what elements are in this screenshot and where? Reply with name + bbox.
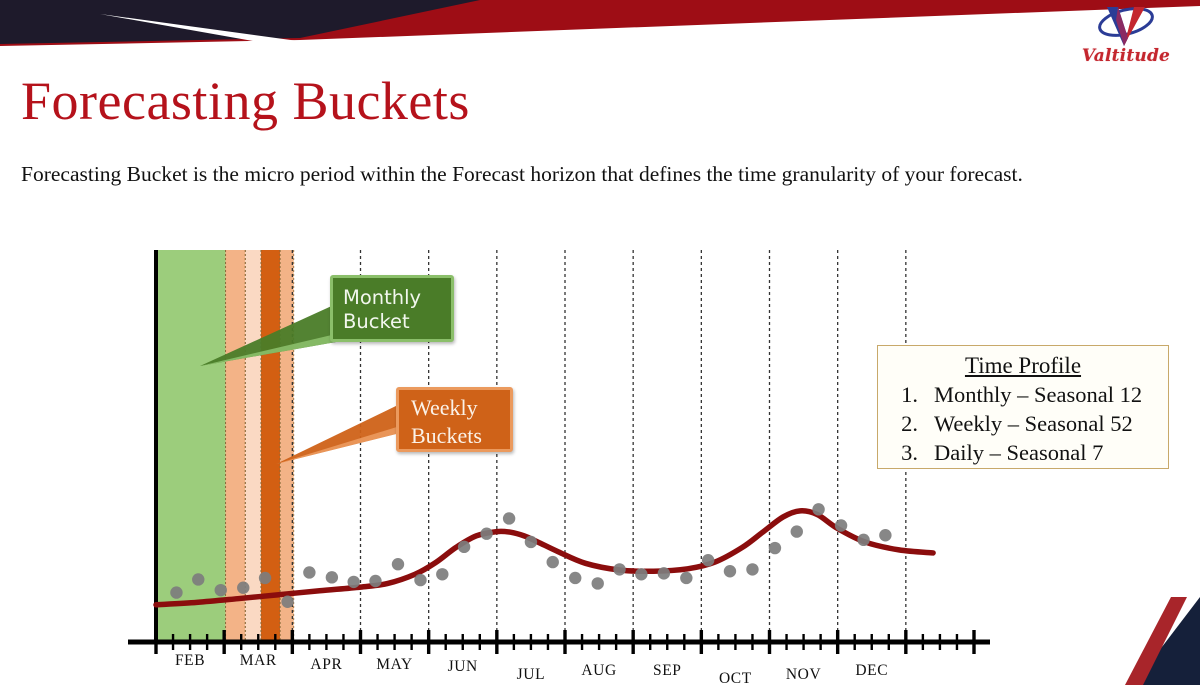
x-axis-label-mar: MAR	[239, 652, 277, 669]
data-point	[857, 533, 870, 547]
data-point	[546, 555, 559, 569]
time-profile-item-text: Monthly – Seasonal 12	[934, 382, 1143, 407]
weekly-callout-line1: Weekly	[411, 395, 478, 420]
time-profile-list: 1. Monthly – Seasonal 12 2. Weekly – Season…	[878, 380, 1168, 467]
page-subtitle: Forecasting Bucket is the micro period w…	[21, 162, 1023, 186]
x-axis-label-nov: NOV	[785, 666, 822, 683]
monthly-bucket-callout[interactable]: Monthly Bucket	[330, 275, 454, 342]
top-banner-decoration	[0, 0, 1200, 46]
data-point	[723, 565, 737, 578]
valtitude-v-icon	[1098, 7, 1154, 46]
weekly-callout-pointer	[276, 404, 400, 464]
time-profile-item: 2. Weekly – Seasonal 52	[878, 409, 1168, 438]
data-point	[746, 563, 759, 576]
data-point	[281, 595, 294, 608]
x-axis-label-sep: SEP	[652, 662, 682, 679]
data-point	[303, 566, 316, 579]
x-axis-label-jul: JUL	[516, 666, 546, 683]
data-point	[414, 573, 427, 587]
time-profile-panel: Time Profile 1. Monthly – Seasonal 12 2. We…	[877, 345, 1169, 469]
data-point	[613, 563, 626, 576]
data-point	[480, 527, 493, 540]
data-point	[768, 541, 782, 555]
data-point	[325, 571, 339, 584]
weekly-callout-pointer-edge	[276, 426, 400, 464]
data-point	[834, 519, 848, 532]
x-axis-label-oct: OCT	[719, 670, 752, 685]
monthly-callout-pointer	[200, 304, 336, 366]
data-point	[680, 571, 693, 585]
time-profile-title: Time Profile	[964, 353, 1082, 378]
brand-name: Valtitude	[1081, 46, 1171, 66]
data-point	[369, 574, 382, 588]
data-point	[192, 573, 205, 586]
monthly-callout-pointer-edge	[200, 334, 336, 366]
chart-canvas	[128, 250, 990, 654]
time-profile-item-number: 1.	[901, 382, 918, 407]
x-axis-label-may: MAY	[376, 656, 413, 673]
page-title: Forecasting Buckets	[21, 71, 470, 131]
brand-logo: Valtitude	[1066, 2, 1186, 78]
callout-pointers	[200, 304, 400, 464]
time-profile-item-number: 3.	[901, 440, 918, 465]
data-point	[237, 581, 250, 594]
data-points	[170, 503, 892, 608]
data-point	[657, 567, 671, 580]
monthly-callout-line1: Monthly	[343, 286, 422, 309]
data-point	[524, 535, 538, 549]
time-profile-item-text: Weekly – Seasonal 52	[934, 411, 1133, 436]
data-point	[812, 503, 825, 516]
band-monthly-bucket	[157, 250, 226, 642]
data-point	[701, 554, 715, 567]
time-profile-item-number: 2.	[901, 411, 918, 436]
weekly-bucket-callout[interactable]: Weekly Buckets	[396, 387, 513, 452]
monthly-callout-line2: Bucket	[343, 310, 410, 333]
x-axis-label-jun: JUN	[447, 658, 478, 675]
data-point	[790, 525, 803, 538]
data-point	[457, 540, 471, 554]
data-point	[347, 575, 360, 589]
data-point	[591, 577, 604, 590]
x-axis-label-feb: FEB	[174, 652, 206, 669]
x-axis-label-dec: DEC	[855, 662, 889, 679]
data-point	[436, 568, 449, 581]
forecast-chart: FEB MAR APR MAY JUN JUL AUG SEP OCT NOV DEC	[0, 238, 1200, 685]
time-profile-item: 3. Daily – Seasonal 7	[878, 438, 1168, 467]
data-point	[879, 529, 892, 542]
time-profile-item-text: Daily – Seasonal 7	[934, 440, 1104, 465]
band-weekly-bucket-4	[280, 250, 294, 642]
data-point	[569, 571, 582, 585]
band-weekly-bucket-2	[245, 250, 261, 642]
bottom-corner-decoration	[1125, 597, 1200, 685]
x-axis-label-aug: AUG	[581, 662, 617, 679]
time-profile-item: 1. Monthly – Seasonal 12	[878, 380, 1168, 409]
data-point	[258, 571, 272, 585]
weekly-callout-line2: Buckets	[411, 423, 482, 448]
data-point	[635, 568, 648, 581]
trend-line	[153, 508, 936, 608]
data-point	[502, 512, 516, 525]
data-point	[170, 586, 183, 599]
x-axis-label-apr: APR	[310, 656, 343, 673]
data-point	[214, 583, 227, 597]
data-point	[391, 558, 405, 571]
